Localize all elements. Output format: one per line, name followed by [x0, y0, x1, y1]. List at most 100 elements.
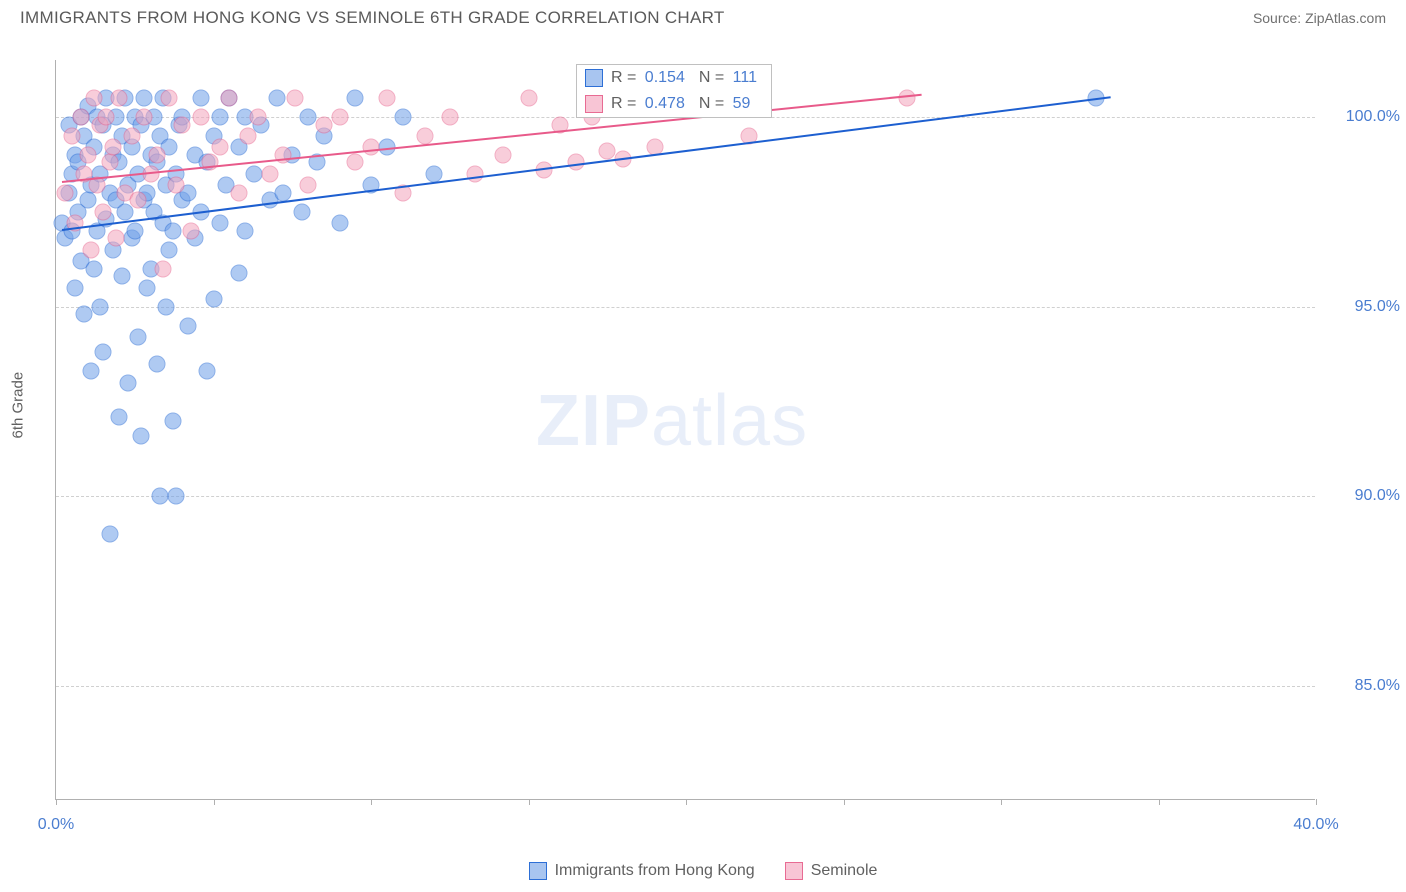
data-point	[79, 192, 96, 209]
stat-swatch	[585, 95, 603, 113]
data-point	[76, 306, 93, 323]
data-point	[98, 108, 115, 125]
legend-swatch	[785, 862, 803, 880]
x-tick	[686, 799, 687, 805]
trend-line	[62, 94, 922, 183]
data-point	[148, 355, 165, 372]
data-point	[133, 427, 150, 444]
data-point	[287, 89, 304, 106]
data-point	[82, 363, 99, 380]
source-label: Source: ZipAtlas.com	[1253, 10, 1386, 26]
data-point	[183, 222, 200, 239]
x-tick	[1001, 799, 1002, 805]
data-point	[599, 143, 616, 160]
data-point	[148, 146, 165, 163]
data-point	[249, 108, 266, 125]
data-point	[73, 108, 90, 125]
data-point	[426, 165, 443, 182]
data-point	[82, 241, 99, 258]
gridline-h	[56, 686, 1315, 687]
data-point	[129, 192, 146, 209]
data-point	[246, 165, 263, 182]
x-tick	[844, 799, 845, 805]
chart-plot-area: ZIPatlas 85.0%90.0%95.0%100.0%0.0%40.0%R…	[55, 60, 1315, 800]
x-tick	[529, 799, 530, 805]
data-point	[161, 241, 178, 258]
watermark: ZIPatlas	[536, 380, 808, 462]
data-point	[85, 89, 102, 106]
data-point	[63, 127, 80, 144]
data-point	[240, 127, 257, 144]
data-point	[155, 260, 172, 277]
data-point	[441, 108, 458, 125]
data-point	[79, 146, 96, 163]
data-point	[230, 264, 247, 281]
x-tick-label: 0.0%	[38, 816, 74, 834]
data-point	[898, 89, 915, 106]
data-point	[331, 108, 348, 125]
data-point	[123, 127, 140, 144]
data-point	[57, 184, 74, 201]
data-point	[151, 488, 168, 505]
data-point	[205, 291, 222, 308]
data-point	[363, 139, 380, 156]
data-point	[136, 108, 153, 125]
x-tick	[56, 799, 57, 805]
data-point	[180, 317, 197, 334]
y-tick-label: 100.0%	[1330, 108, 1400, 126]
x-tick	[1159, 799, 1160, 805]
data-point	[199, 363, 216, 380]
data-point	[192, 89, 209, 106]
data-point	[268, 89, 285, 106]
data-point	[95, 203, 112, 220]
data-point	[293, 203, 310, 220]
data-point	[378, 89, 395, 106]
data-point	[347, 89, 364, 106]
y-axis-label: 6th Grade	[10, 372, 27, 439]
chart-title: IMMIGRANTS FROM HONG KONG VS SEMINOLE 6T…	[20, 8, 725, 28]
legend-item: Seminole	[785, 862, 878, 880]
data-point	[111, 89, 128, 106]
data-point	[167, 177, 184, 194]
gridline-h	[56, 307, 1315, 308]
data-point	[300, 108, 317, 125]
data-point	[347, 154, 364, 171]
data-point	[101, 526, 118, 543]
stat-r-label: R =	[611, 95, 641, 113]
stats-box: R = 0.154N = 111R = 0.478N = 59	[576, 64, 772, 118]
data-point	[129, 329, 146, 346]
stat-n-value: 111	[733, 69, 757, 87]
legend-label: Seminole	[811, 862, 878, 880]
data-point	[95, 344, 112, 361]
y-tick-label: 90.0%	[1330, 487, 1400, 505]
stat-n-value: 59	[733, 95, 751, 113]
data-point	[394, 108, 411, 125]
data-point	[300, 177, 317, 194]
gridline-h	[56, 496, 1315, 497]
data-point	[136, 89, 153, 106]
data-point	[161, 89, 178, 106]
stat-r-label: R =	[611, 69, 641, 87]
data-point	[262, 165, 279, 182]
data-point	[139, 279, 156, 296]
data-point	[120, 374, 137, 391]
x-tick	[214, 799, 215, 805]
stats-row: R = 0.154N = 111	[576, 65, 772, 91]
data-point	[174, 116, 191, 133]
data-point	[164, 412, 181, 429]
x-tick	[1316, 799, 1317, 805]
data-point	[416, 127, 433, 144]
stats-row: R = 0.478N = 59	[576, 91, 772, 117]
x-tick	[371, 799, 372, 805]
data-point	[126, 222, 143, 239]
legend-label: Immigrants from Hong Kong	[555, 862, 755, 880]
data-point	[211, 139, 228, 156]
data-point	[237, 222, 254, 239]
stat-swatch	[585, 69, 603, 87]
data-point	[111, 408, 128, 425]
y-tick-label: 85.0%	[1330, 677, 1400, 695]
data-point	[211, 108, 228, 125]
data-point	[92, 298, 109, 315]
data-point	[211, 215, 228, 232]
data-point	[85, 260, 102, 277]
